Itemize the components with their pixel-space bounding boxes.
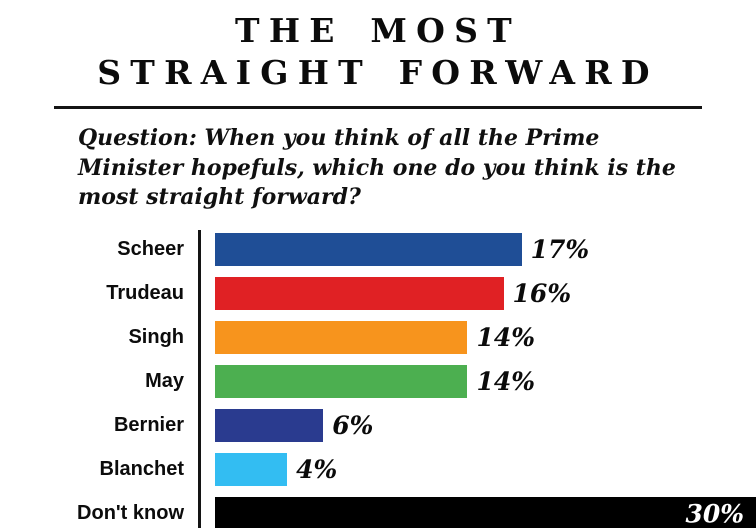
value-label: 14%	[476, 367, 535, 397]
category-label: Singh	[128, 326, 184, 349]
chart-row: May 14%	[0, 360, 756, 404]
title-line-1: THE MOST	[235, 11, 521, 50]
question-text: Question: When you think of all the Prim…	[78, 125, 676, 210]
bar-area: 14%	[198, 316, 756, 360]
bar: 30%	[215, 497, 756, 528]
chart-row: Singh 14%	[0, 316, 756, 360]
bar-area: 4%	[198, 448, 756, 492]
bar-area: 17%	[198, 228, 756, 272]
chart-rows: Scheer 17% Trudeau 16% Singh 14% May 14% Bernier…	[0, 228, 756, 528]
bar	[215, 321, 468, 355]
bar	[215, 453, 288, 487]
category-label: Trudeau	[106, 282, 184, 305]
category-label: May	[145, 370, 184, 393]
value-label: 17%	[530, 235, 590, 265]
title-divider	[54, 106, 702, 110]
value-label: 4%	[296, 455, 338, 485]
bar-area: 30%	[198, 492, 756, 528]
bar-area: 14%	[198, 360, 756, 404]
bar-chart: Scheer 17% Trudeau 16% Singh 14% May 14% Bernier…	[0, 228, 756, 528]
bar-area: 6%	[198, 404, 756, 448]
bar	[215, 233, 522, 267]
chart-row: Blanchet 4%	[0, 448, 756, 492]
category-label: Blanchet	[99, 458, 184, 481]
value-label: 30%	[685, 499, 744, 528]
chart-axis-line	[198, 229, 201, 528]
bar	[215, 277, 504, 311]
bar-area: 16%	[198, 272, 756, 316]
value-label: 6%	[332, 411, 374, 441]
chart-row: Scheer 17%	[0, 228, 756, 272]
category-label: Bernier	[113, 414, 184, 437]
value-label: 14%	[476, 323, 535, 353]
page-title: THE MOST STRAIGHT FORWARD	[0, 0, 756, 94]
category-label: Don't know	[77, 502, 184, 525]
bar	[215, 409, 324, 443]
chart-row: Don't know 30%	[0, 492, 756, 528]
bar	[215, 365, 468, 399]
title-line-2: STRAIGHT FORWARD	[97, 53, 659, 93]
chart-row: Bernier 6%	[0, 404, 756, 448]
category-label: Scheer	[117, 238, 184, 261]
chart-row: Trudeau 16%	[0, 272, 756, 316]
value-label: 16%	[512, 279, 572, 309]
